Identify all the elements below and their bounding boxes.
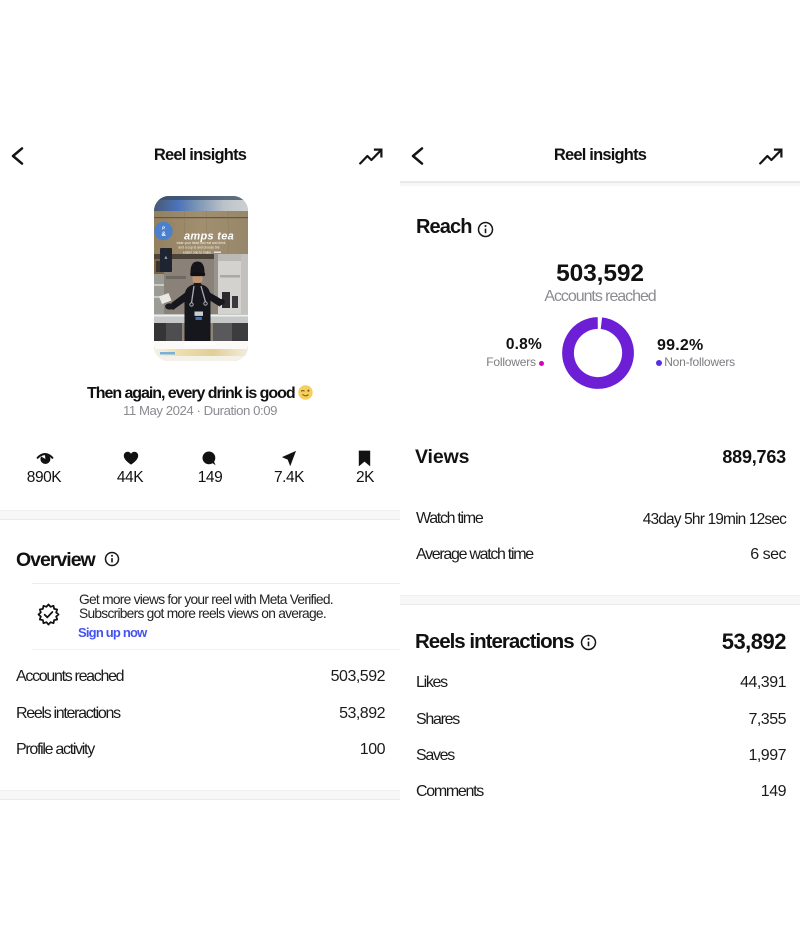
svg-text:&: & bbox=[162, 232, 167, 238]
svg-text:easier one to make: easier one to make bbox=[183, 250, 211, 254]
svg-text:wear your heart can eat and dr: wear your heart can eat and drink bbox=[176, 241, 225, 245]
svg-text:and a cup is and choose the: and a cup is and choose the bbox=[178, 246, 219, 250]
svg-text:P: P bbox=[162, 226, 165, 231]
svg-text:amps tea: amps tea bbox=[184, 231, 234, 243]
svg-text:&: & bbox=[165, 255, 168, 260]
